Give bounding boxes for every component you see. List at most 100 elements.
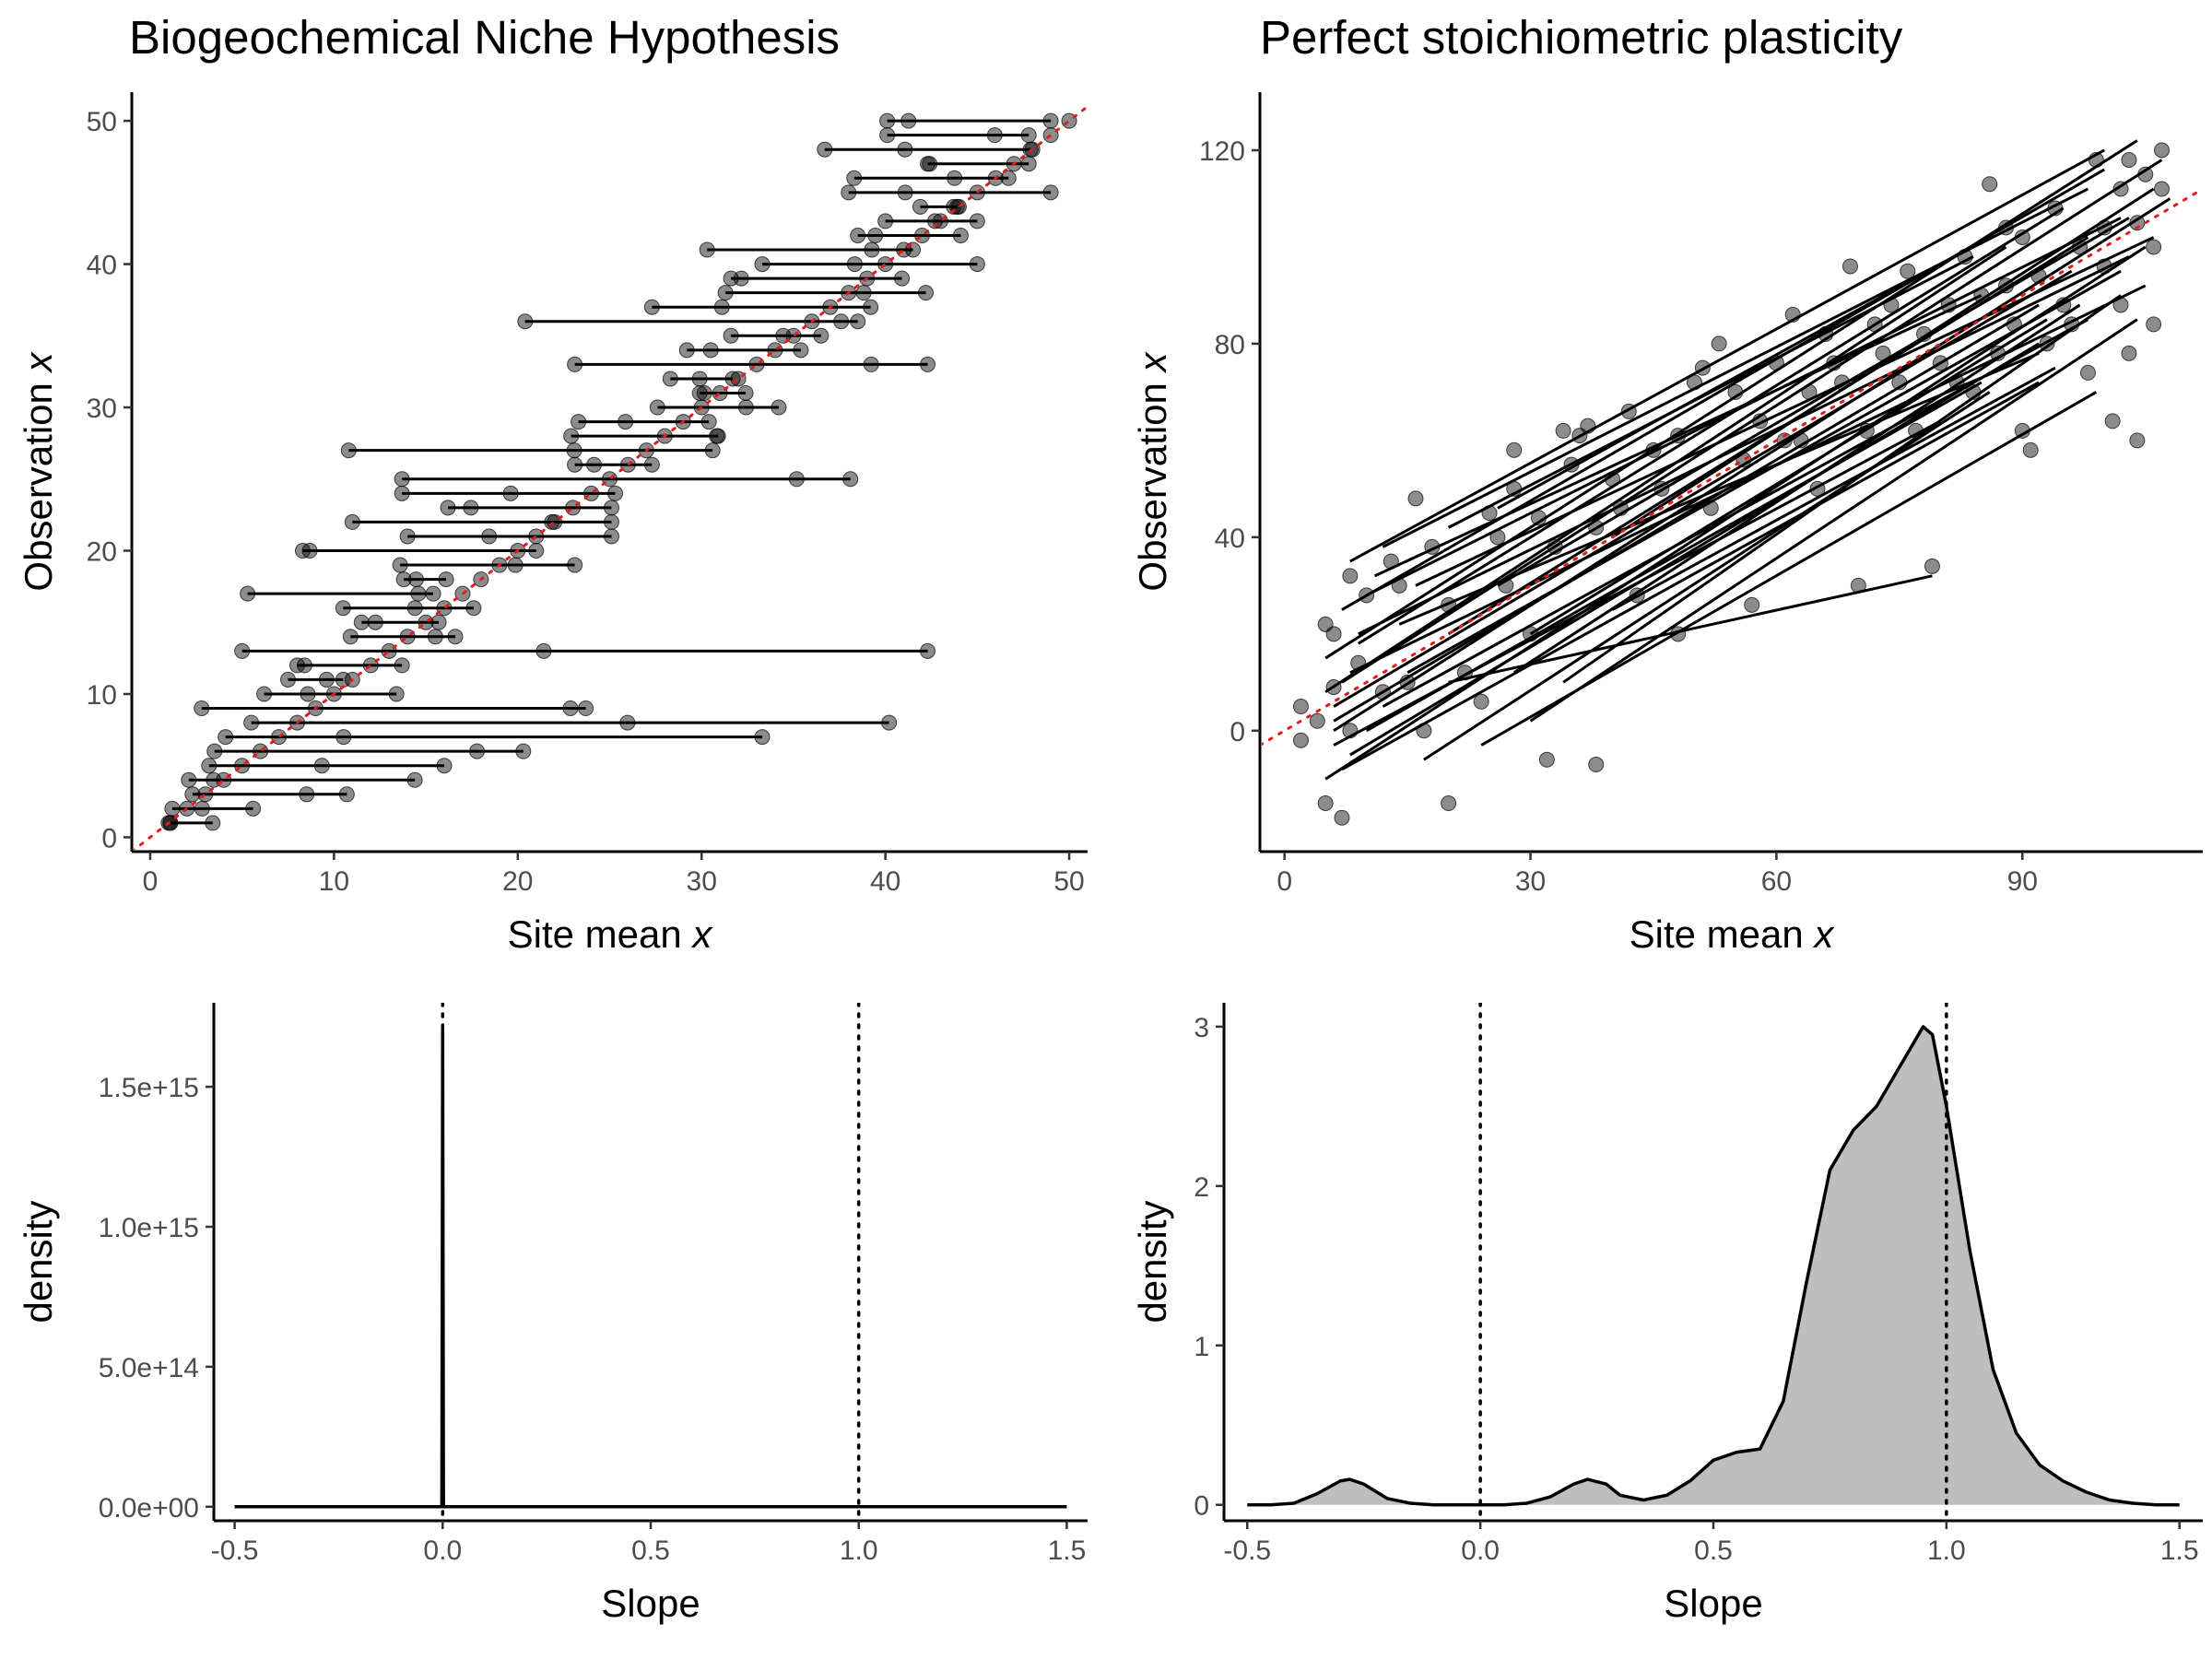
observation-point [1653, 480, 1670, 497]
y-tick-label: 1 [1194, 1332, 1209, 1362]
observation-point [863, 356, 879, 372]
observation-point [1407, 490, 1424, 507]
observation-point [342, 629, 359, 645]
x-tick-label: 0.5 [1694, 1535, 1733, 1566]
site-fit-line [1333, 303, 2040, 723]
plot-area [234, 1003, 1067, 1519]
y-axis-label: density [1131, 1200, 1174, 1323]
observation-point [846, 170, 863, 186]
observation-point [410, 585, 427, 602]
observation-point [481, 528, 498, 545]
site-fit-line [1382, 318, 2089, 708]
observation-point [1563, 456, 1580, 473]
observation-point [1020, 127, 1037, 144]
x-tick-label: 30 [687, 866, 717, 897]
observation-point [1523, 626, 1539, 642]
observation-point [619, 714, 636, 731]
site-fit-line [1333, 419, 1942, 747]
observation-point [578, 700, 594, 717]
observation-point [2154, 181, 2171, 197]
observation-point [528, 543, 545, 559]
observation-point [1793, 432, 1809, 449]
observation-point [1350, 654, 1367, 671]
observation-point [897, 184, 913, 201]
observation-point [296, 657, 312, 674]
observation-point [1924, 558, 1940, 574]
observation-point [754, 256, 771, 273]
observation-point [1359, 587, 1375, 604]
site-fit-line [1341, 159, 2163, 684]
observation-point [1670, 428, 1687, 444]
observation-point [2030, 267, 2047, 284]
observation-point [846, 256, 863, 273]
observation-point [2129, 432, 2146, 449]
observation-point [1801, 383, 1818, 400]
observation-point [1957, 248, 1973, 265]
observation-point [920, 356, 936, 372]
observation-point [699, 241, 715, 258]
observation-point [877, 213, 894, 229]
plot-area [134, 105, 1088, 850]
observation-point [567, 356, 583, 372]
observation-point [771, 399, 787, 416]
x-tick-label: -0.5 [211, 1535, 259, 1566]
observation-point [1735, 452, 1752, 468]
observation-point [1374, 684, 1391, 700]
observation-point [164, 800, 181, 817]
observation-point [881, 714, 898, 731]
observation-point [194, 800, 210, 817]
observation-point [425, 585, 441, 602]
observation-point [1580, 418, 1596, 434]
observation-point [407, 571, 424, 588]
observation-point [1694, 359, 1711, 376]
observation-point [338, 786, 355, 803]
observation-point [218, 729, 234, 746]
observation-point [1588, 519, 1605, 535]
site-fit-line [1512, 303, 2081, 675]
observation-point [586, 456, 603, 473]
observation-point [240, 585, 256, 602]
observation-point [603, 513, 619, 530]
observation-point [427, 629, 443, 645]
chart-title: Biogeochemical Niche Hypothesis [129, 11, 840, 64]
observation-point [436, 758, 453, 774]
x-tick-label: 1.0 [840, 1535, 878, 1566]
y-tick-label: 3 [1194, 1013, 1209, 1043]
observation-point [563, 428, 580, 444]
observation-point [1932, 355, 1948, 371]
observation-point [1973, 287, 1990, 303]
observation-point [1334, 809, 1350, 826]
observation-point [2104, 413, 2121, 429]
observation-point [300, 686, 316, 702]
observation-point [1342, 568, 1359, 584]
observation-point [724, 371, 741, 387]
observation-point [894, 270, 911, 287]
observation-point [1612, 500, 1629, 516]
observation-point [842, 471, 859, 488]
observation-point [571, 414, 587, 430]
observation-point [465, 600, 482, 617]
x-tick-label: 1.5 [2160, 1535, 2199, 1566]
site-fit-line [1373, 294, 1983, 578]
observation-point [1605, 471, 1621, 488]
y-tick-label: 40 [87, 251, 117, 281]
observation-point [1325, 679, 1342, 696]
observation-point [912, 198, 929, 215]
observation-point [2154, 142, 2171, 159]
observation-point [299, 786, 315, 803]
y-tick-label: 40 [1215, 524, 1245, 554]
observation-point [2146, 239, 2162, 255]
observation-point [2022, 441, 2039, 458]
site-fit-line [1447, 236, 2089, 636]
observation-point [952, 227, 969, 243]
y-axis-label: Observation x [1131, 350, 1174, 591]
observation-point [2055, 297, 2072, 313]
observation-point [702, 342, 719, 359]
observation-point [1866, 316, 1883, 333]
observation-point [662, 371, 678, 387]
observation-point [900, 112, 917, 129]
observation-point [388, 686, 405, 702]
y-axis-label: Observation x [17, 350, 60, 591]
site-fit-line [1349, 148, 2105, 563]
